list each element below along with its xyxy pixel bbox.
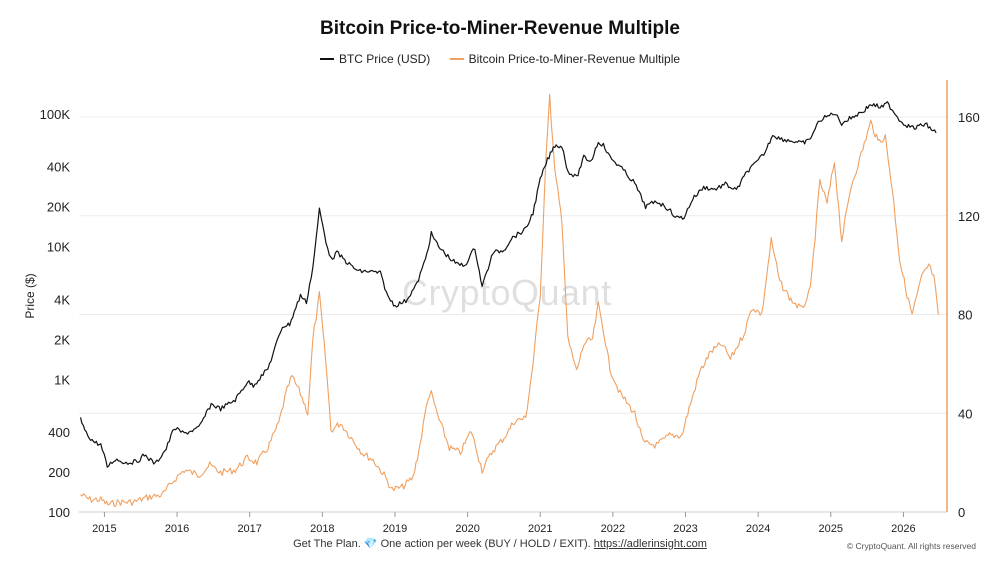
y2-tick-label: 120 [958, 209, 980, 224]
y-tick-label: 100K [40, 107, 71, 122]
y2-tick-label: 80 [958, 308, 972, 323]
chart-legend: BTC Price (USD) Bitcoin Price-to-Miner-R… [0, 49, 1000, 66]
y-tick-label: 200 [48, 465, 70, 480]
y2-tick-label: 160 [958, 110, 980, 125]
y2-tick-label: 40 [958, 406, 972, 421]
y-tick-label: 1K [54, 372, 70, 387]
footer-text: One action per week (BUY / HOLD / EXIT). [380, 538, 591, 550]
legend-label-btc-price: BTC Price (USD) [338, 52, 431, 66]
copyright-notice: © CryptoQuant. All rights reserved [846, 541, 976, 551]
x-tick-label: 2025 [819, 523, 843, 535]
legend-label-multiple: Bitcoin Price-to-Miner-Revenue Multiple [468, 52, 681, 66]
footer-prefix: Get The Plan. [293, 538, 361, 550]
y-tick-label: 20K [47, 200, 70, 215]
x-tick-label: 2024 [746, 523, 770, 535]
gem-icon: 💎 [363, 538, 378, 550]
y2-tick-label: 0 [958, 505, 965, 520]
legend-item-multiple[interactable]: Bitcoin Price-to-Miner-Revenue Multiple [449, 52, 681, 66]
y-tick-label: 100 [48, 505, 70, 520]
y-axis-title: Price ($) [23, 273, 37, 318]
x-tick-label: 2015 [92, 523, 116, 535]
watermark: CryptoQuant [402, 272, 612, 313]
y-tick-label: 400 [48, 425, 70, 440]
series-line-multiple [80, 93, 939, 507]
x-tick-label: 2020 [455, 523, 479, 535]
legend-swatch-multiple [449, 58, 464, 60]
legend-swatch-btc-price [319, 58, 334, 60]
x-tick-label: 2018 [310, 523, 334, 535]
x-tick-label: 2023 [673, 523, 697, 535]
footer-link[interactable]: https://adlerinsight.com [593, 538, 707, 550]
x-tick-label: 2026 [891, 523, 915, 535]
x-tick-label: 2017 [237, 523, 261, 535]
y-tick-label: 2K [54, 332, 70, 347]
footer: Get The Plan. 💎 One action per week (BUY… [0, 537, 1000, 550]
x-tick-label: 2022 [601, 523, 625, 535]
y-tick-label: 10K [47, 240, 70, 255]
chart-title: Bitcoin Price-to-Miner-Revenue Multiple [320, 18, 680, 39]
x-tick-label: 2021 [528, 523, 552, 535]
y-tick-label: 4K [54, 292, 70, 307]
legend-item-btc-price[interactable]: BTC Price (USD) [319, 52, 431, 66]
x-tick-label: 2019 [383, 523, 407, 535]
x-tick-label: 2016 [165, 523, 189, 535]
y-tick-label: 40K [47, 160, 70, 175]
series-line-btc-price [79, 101, 937, 468]
